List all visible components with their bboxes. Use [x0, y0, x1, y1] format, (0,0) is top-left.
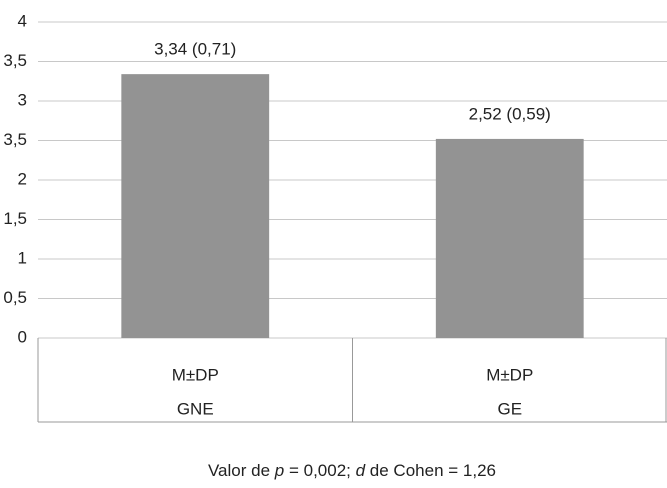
x-tick-label: GE: [497, 399, 522, 418]
y-tick-label: 3,5: [3, 130, 27, 149]
value-label: 3,34 (0,71): [154, 40, 236, 59]
x-tick-label: GNE: [177, 399, 214, 418]
value-label: 2,52 (0,59): [469, 104, 551, 123]
note-part: p: [274, 461, 284, 480]
y-tick-label: 1: [18, 248, 27, 267]
bar: [121, 74, 270, 338]
y-tick-label: 1,5: [3, 209, 27, 228]
y-tick-label: 3: [18, 90, 27, 109]
footnote: Valor de p = 0,002; d de Cohen = 1,26: [208, 461, 496, 480]
y-tick-label: 4: [18, 11, 27, 30]
y-tick-label: 2: [18, 169, 27, 188]
note-part: Valor de: [208, 461, 275, 480]
bar: [435, 138, 584, 338]
stat-label: M±DP: [172, 365, 219, 384]
note-part: de Cohen = 1,26: [365, 461, 496, 480]
note-part: = 0,002;: [284, 461, 355, 480]
stat-label: M±DP: [486, 365, 533, 384]
y-tick-label: 0,5: [3, 288, 27, 307]
y-tick-label: 0: [18, 327, 27, 346]
note-part: d: [356, 461, 366, 480]
y-tick-label: 3,5: [3, 51, 27, 70]
